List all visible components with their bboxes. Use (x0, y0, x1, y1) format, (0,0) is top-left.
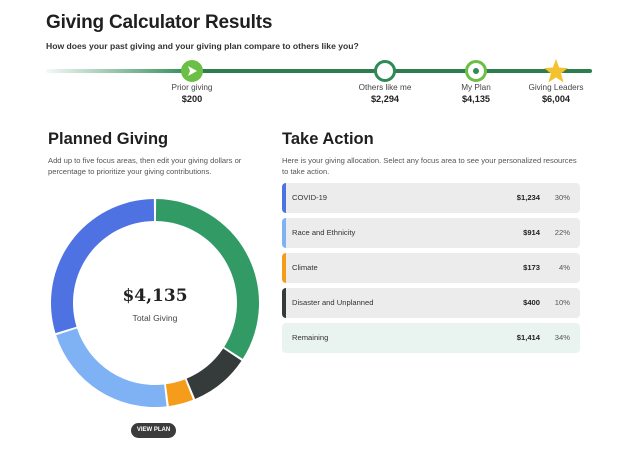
focus-area-percent: 34% (554, 333, 570, 342)
take-action-heading: Take Action (282, 130, 374, 148)
focus-area-row[interactable]: COVID-19 $1,234 30% (282, 183, 580, 213)
focus-area-amount: $1,414 (516, 333, 540, 342)
focus-color-bar (282, 183, 286, 213)
milestone-value: $4,135 (461, 94, 491, 104)
focus-color-bar (282, 288, 286, 318)
focus-area-amount: $1,234 (516, 193, 540, 202)
milestone-value: $200 (181, 94, 203, 104)
focus-area-amount: $173 (523, 263, 540, 272)
prior-giving-marker[interactable] (181, 60, 203, 82)
milestone-value: $6,004 (541, 94, 571, 104)
focus-area-row[interactable]: Climate $173 4% (282, 253, 580, 283)
focus-area-percent: 10% (554, 298, 570, 307)
planned-giving-description: Add up to five focus areas, then edit yo… (48, 156, 242, 176)
milestone-label: Prior giving (171, 83, 213, 92)
total-giving-amount: $4,135 (122, 286, 188, 306)
focus-color-bar (282, 218, 286, 248)
others-like-me-marker[interactable] (374, 60, 396, 82)
progress-track-start (46, 69, 192, 73)
milestone-label: My Plan (461, 83, 491, 92)
giving-donut-chart[interactable] (50, 198, 260, 408)
page-subtitle: How does your past giving and your givin… (46, 41, 359, 51)
take-action-description: Here is your giving allocation. Select a… (282, 156, 577, 176)
view-plan-button[interactable]: VIEW PLAN (131, 423, 176, 438)
donut-segment[interactable] (155, 199, 260, 359)
donut-segment[interactable] (51, 199, 155, 334)
focus-area-name: Race and Ethnicity (292, 228, 356, 237)
milestone-label: Giving Leaders (528, 83, 584, 92)
focus-area-percent: 4% (559, 263, 570, 272)
focus-color-bar (282, 253, 286, 283)
focus-area-amount: $400 (523, 298, 540, 307)
milestone-value: $2,294 (370, 94, 400, 104)
donut-segment[interactable] (56, 328, 167, 407)
focus-area-row[interactable]: Race and Ethnicity $914 22% (282, 218, 580, 248)
planned-giving-heading: Planned Giving (48, 130, 169, 148)
focus-area-name: Climate (292, 263, 318, 272)
donut-segment[interactable] (165, 379, 194, 407)
focus-area-percent: 30% (554, 193, 570, 202)
donut-segment[interactable] (186, 348, 242, 399)
focus-area-name: COVID-19 (292, 193, 328, 202)
focus-area-row[interactable]: Disaster and Unplanned $400 10% (282, 288, 580, 318)
focus-area-name: Remaining (292, 333, 329, 342)
focus-area-name: Disaster and Unplanned (292, 298, 374, 307)
total-giving-label: Total Giving (132, 313, 178, 323)
target-icon (473, 68, 479, 74)
play-icon (188, 66, 197, 76)
page-title: Giving Calculator Results (46, 12, 273, 33)
remaining-row[interactable]: Remaining $1,414 34% (282, 323, 580, 353)
my-plan-marker[interactable] (465, 60, 487, 82)
milestone-label: Others like me (358, 83, 412, 92)
focus-area-percent: 22% (554, 228, 570, 237)
focus-area-amount: $914 (523, 228, 540, 237)
star-icon[interactable] (543, 58, 569, 84)
